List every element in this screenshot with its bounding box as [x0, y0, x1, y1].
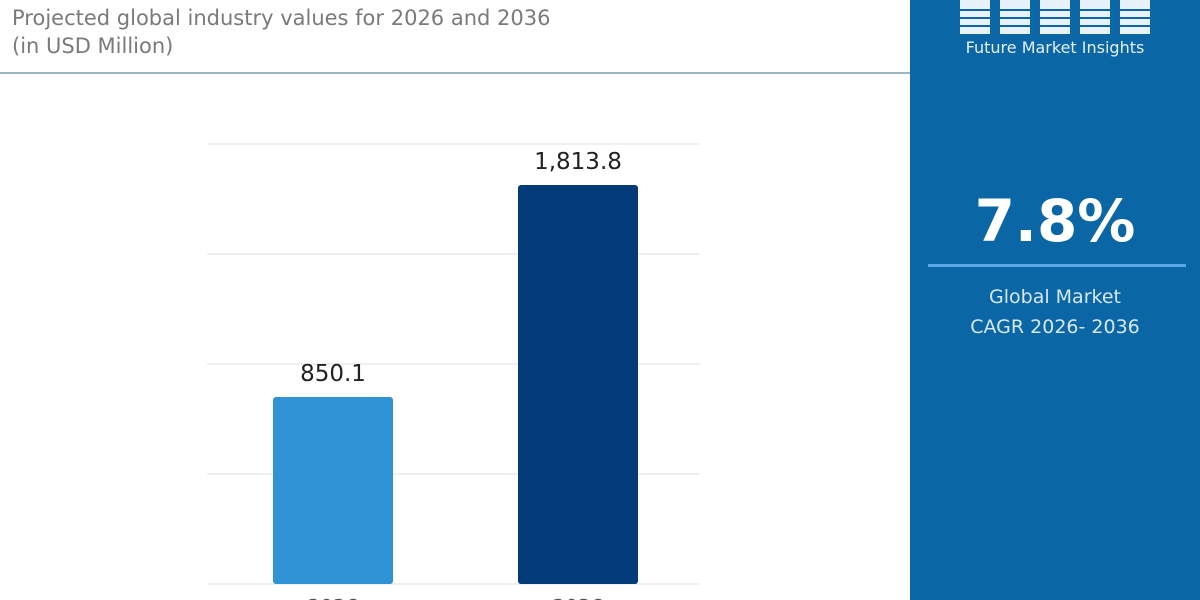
bar-chart: 850.1 2026 1,813.8 2036: [207, 143, 700, 600]
x-tick-label: 2026: [308, 595, 359, 600]
cagr-label-line1: Global Market: [989, 286, 1121, 308]
cagr-label: Global Market CAGR 2026- 2036: [910, 282, 1200, 342]
data-label-2026: 850.1: [300, 361, 366, 387]
data-label-2036: 1,813.8: [534, 149, 622, 175]
bar-2026: [273, 396, 393, 584]
chart-title-line1: Projected global industry values for 202…: [12, 6, 551, 30]
chart-title: Projected global industry values for 202…: [12, 4, 550, 60]
cagr-value: 7.8%: [974, 187, 1136, 255]
brand-name: Future Market Insights: [965, 38, 1145, 57]
header-divider: [0, 72, 910, 74]
chart-title-line2: (in USD Million): [12, 34, 174, 58]
cagr-label-line2: CAGR 2026- 2036: [970, 316, 1140, 338]
cagr-panel: Future Market Insights 7.8% Global Marke…: [910, 0, 1200, 600]
cagr-divider: [928, 264, 1186, 267]
logo-columns-icon: [958, 0, 1154, 34]
x-tick-label: 2036: [553, 595, 604, 600]
bar-2036: [518, 184, 638, 585]
